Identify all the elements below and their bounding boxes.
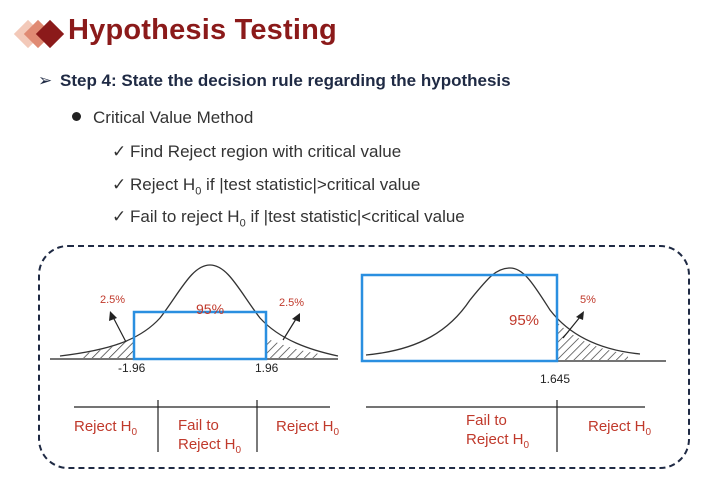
left-critical-value: -1.96: [118, 361, 146, 375]
region-fail-line2: Reject H0: [466, 431, 530, 451]
method-bullet: Critical Value Method: [72, 108, 253, 128]
check-text-rest: if |test statistic|>critical value: [201, 175, 421, 194]
two-tailed-highlight-box: [132, 310, 268, 361]
step-text: Step 4: State the decision rule regardin…: [60, 71, 511, 90]
one-tail-arrow-head: [576, 311, 584, 320]
one-tailed-chart: [360, 267, 666, 363]
left-arrow-line: [112, 316, 127, 343]
checkmark-icon: ✓: [112, 175, 127, 194]
page-title: Hypothesis Testing: [68, 14, 337, 46]
right-critical-value: 1.96: [255, 361, 279, 375]
checkmark-icon: ✓: [112, 142, 127, 161]
right-tail-shade: [266, 338, 320, 358]
left-tail-percent: 2.5%: [100, 294, 126, 306]
check-text: Reject H: [130, 175, 196, 194]
right-arrow-line: [282, 318, 297, 341]
arrow-bullet-icon: ➢: [38, 71, 53, 90]
check-text: Find Reject region with critical value: [130, 142, 402, 161]
one-tail-arrow-line: [562, 316, 581, 339]
right-arrow-head: [292, 313, 300, 322]
region-fail-line2: Reject H0: [178, 436, 242, 456]
title-bar: Hypothesis Testing: [0, 0, 716, 62]
one-tailed-center-percent: 95%: [509, 312, 540, 329]
check-item-1: ✓ Find Reject region with critical value: [112, 142, 401, 162]
one-tailed-curve: [365, 267, 641, 356]
left-tail-shade: [80, 338, 134, 358]
region-fail-line1: Fail to: [466, 412, 507, 429]
step-heading: ➢ Step 4: State the decision rule regardi…: [38, 71, 511, 91]
two-tailed-chart: [50, 264, 339, 361]
method-label: Critical Value Method: [93, 108, 254, 127]
region-reject-one-tail: Reject H0: [588, 418, 652, 438]
right-tail-percent: 2.5%: [279, 297, 305, 309]
region-reject-left: Reject H0: [74, 418, 138, 438]
one-tailed-critical-value: 1.645: [540, 372, 571, 386]
bullet-dot-icon: [72, 112, 81, 122]
one-tailed-highlight-box: [360, 273, 559, 363]
two-tailed-curve: [59, 264, 339, 357]
region-reject-right: Reject H0: [276, 418, 340, 438]
checkmark-icon: ✓: [112, 207, 127, 226]
check-text-rest: if |test statistic|<critical value: [245, 207, 465, 226]
subscript-zero: 0: [239, 217, 246, 230]
subscript-zero: 0: [195, 185, 202, 198]
left-arrow-head: [109, 311, 117, 321]
check-text: Fail to reject H: [130, 207, 240, 226]
diagram-frame: [38, 245, 690, 469]
one-tailed-regions: [366, 400, 645, 452]
check-item-3: ✓ Fail to reject H0 if |test statistic|<c…: [112, 207, 465, 229]
one-tail-shade: [557, 322, 628, 360]
one-tail-percent: 5%: [580, 294, 596, 306]
two-tailed-center-percent: 95%: [196, 301, 225, 317]
region-fail-line1: Fail to: [178, 417, 219, 434]
check-item-2: ✓ Reject H0 if |test statistic|>critical …: [112, 175, 420, 197]
two-tailed-regions: [74, 400, 330, 452]
